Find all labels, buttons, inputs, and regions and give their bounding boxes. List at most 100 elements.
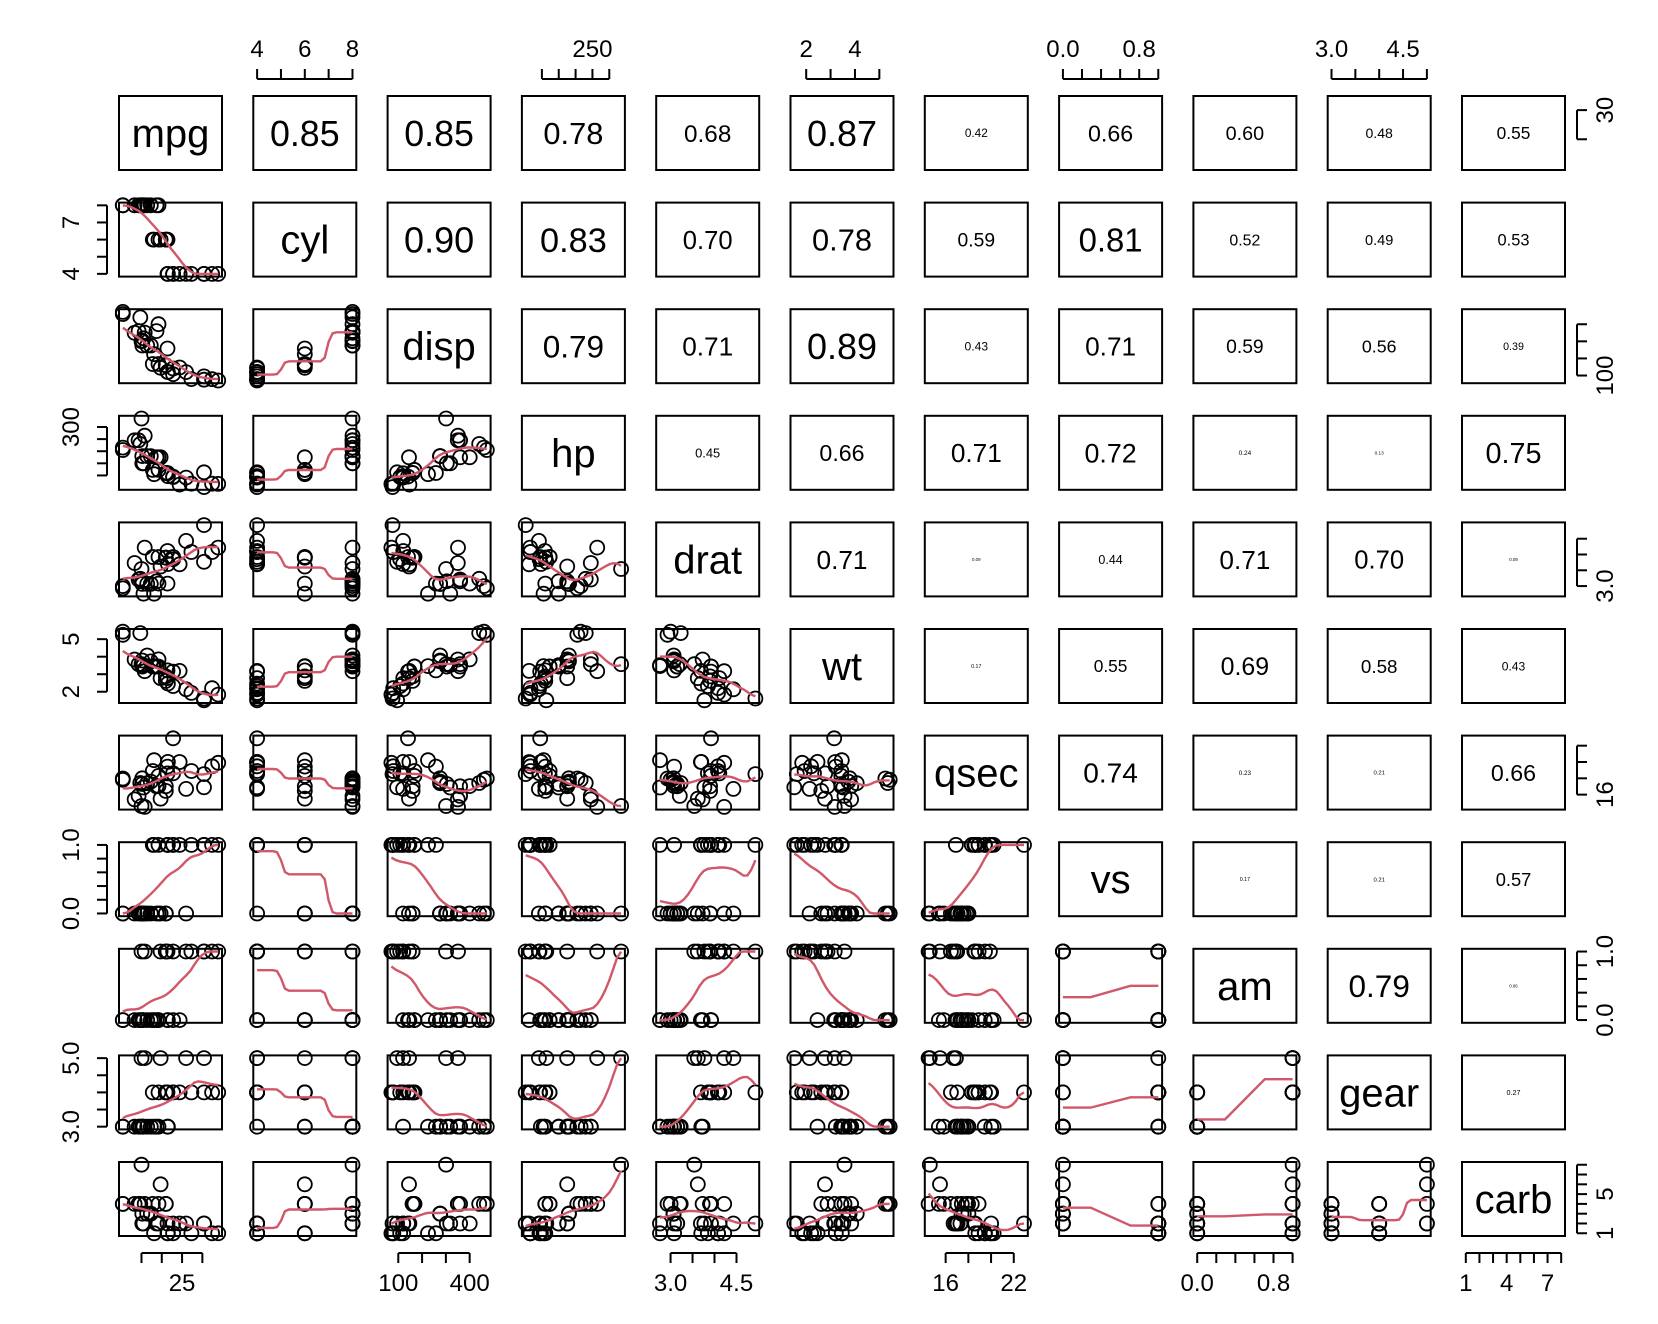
data-point	[471, 625, 488, 641]
panel-frame	[1192, 521, 1298, 598]
panel-qsec-drat	[652, 730, 764, 815]
panel-frame	[1326, 1054, 1432, 1131]
data-point	[432, 1012, 449, 1028]
panel-hp-hp: hp	[520, 414, 626, 491]
data-point	[395, 1084, 412, 1101]
tick-label: 6	[298, 36, 311, 63]
data-point	[159, 754, 176, 770]
smooth-line	[525, 951, 623, 1015]
panel-hp-mpg	[114, 410, 227, 496]
data-point	[809, 1012, 826, 1028]
data-point	[843, 1215, 860, 1232]
data-point	[843, 1196, 859, 1212]
tick-label: 4	[250, 36, 263, 63]
data-point	[817, 943, 834, 960]
data-point	[694, 1012, 711, 1028]
panel-vs-drat	[652, 837, 764, 922]
data-point	[541, 1084, 558, 1101]
data-point	[420, 1118, 436, 1135]
panel-frame	[1192, 201, 1298, 278]
data-point	[152, 1050, 169, 1066]
data-point	[249, 1050, 266, 1066]
data-point	[879, 775, 896, 791]
data-point	[152, 905, 169, 922]
data-point	[716, 1196, 733, 1212]
diagonal-label: drat	[673, 538, 742, 582]
data-point	[559, 1215, 576, 1232]
panel-qsec-carb: 0.66	[1461, 734, 1566, 811]
panel-qsec-qsec: qsec	[923, 734, 1029, 811]
data-point	[809, 837, 826, 853]
data-point	[178, 364, 195, 381]
panel-frame	[1461, 521, 1566, 598]
data-point	[150, 575, 167, 592]
panel-gear-mpg	[114, 1050, 227, 1135]
panel-hp-vs: 0.72	[1058, 414, 1164, 491]
data-point	[833, 1215, 850, 1232]
data-point	[669, 658, 686, 675]
data-point	[133, 943, 150, 960]
data-point	[249, 1215, 266, 1232]
data-point	[801, 905, 818, 922]
data-point	[538, 1050, 555, 1066]
data-point	[438, 798, 455, 814]
data-point	[801, 943, 818, 960]
data-point	[171, 1012, 188, 1028]
correlation-label: 0.27	[1507, 1088, 1521, 1097]
panel-cyl-qsec: 0.59	[923, 201, 1029, 278]
smooth-line	[122, 649, 219, 697]
data-point	[716, 686, 733, 703]
data-point	[983, 1012, 1000, 1028]
data-point	[389, 1215, 406, 1232]
data-point	[747, 766, 764, 782]
tick-label: 4	[848, 36, 861, 63]
data-point	[1055, 1050, 1071, 1066]
correlation-label: 0.57	[1496, 869, 1532, 890]
data-point	[471, 436, 488, 452]
data-point	[344, 410, 361, 427]
data-point	[613, 1050, 629, 1066]
tick-label: 400	[450, 1270, 490, 1297]
panel-vs-disp	[383, 837, 495, 922]
correlation-label: 0.45	[695, 445, 720, 460]
smooth-line	[122, 770, 219, 790]
data-point	[817, 1176, 833, 1193]
correlation-label: 0.75	[1485, 438, 1541, 470]
data-point	[249, 1084, 266, 1101]
data-point	[786, 943, 803, 960]
data-point	[134, 1012, 151, 1028]
correlation-label: 0.70	[1354, 547, 1404, 575]
data-point	[296, 662, 313, 679]
panel-frame	[386, 521, 492, 598]
panel-frame	[520, 201, 626, 278]
tick-label: 0.0	[1181, 1270, 1214, 1297]
data-point	[1419, 1215, 1435, 1232]
correlation-label: 0.59	[1226, 337, 1264, 358]
data-point	[432, 576, 449, 592]
tick-label: 5.0	[58, 1041, 85, 1074]
data-point	[395, 943, 412, 960]
panel-vs-am: 0.17	[1192, 841, 1298, 918]
data-point	[693, 1225, 710, 1242]
data-point	[1189, 1225, 1206, 1242]
panel-frame	[252, 201, 358, 278]
data-point	[450, 427, 466, 444]
data-point	[344, 1205, 361, 1222]
correlation-label: 0.59	[958, 231, 996, 252]
data-point	[344, 1196, 361, 1212]
data-point	[921, 905, 938, 922]
data-point	[401, 905, 417, 922]
diagonal-label: cyl	[280, 219, 329, 263]
data-point	[249, 553, 266, 570]
data-point	[114, 1118, 131, 1135]
data-point	[833, 1084, 850, 1101]
correlation-label: 0.21	[1373, 877, 1384, 883]
panel-vs-hp	[517, 837, 629, 922]
data-point	[401, 1176, 417, 1193]
data-point	[401, 943, 417, 960]
diagonal-label: vs	[1091, 858, 1131, 902]
data-point	[389, 464, 406, 481]
data-point	[1055, 1118, 1071, 1135]
smooth-line	[793, 1082, 890, 1128]
data-point	[977, 1084, 993, 1101]
